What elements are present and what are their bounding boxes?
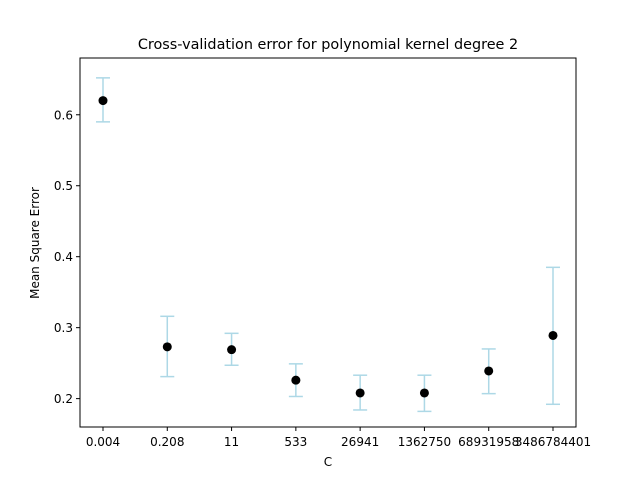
data-point [484,366,494,376]
x-axis: 0.004 0.208 11 533 26941 1362750 6893195834867… [86,427,591,449]
x-tick-label: 0.208 [150,435,184,449]
marker-layer [98,96,558,398]
y-tick-label: 0.3 [54,321,73,335]
data-point [227,345,237,355]
chart-title: Cross-validation error for polynomial ke… [138,37,518,53]
y-axis-label: Mean Square Error [28,187,42,299]
x-tick-label: 533 [284,435,307,449]
y-tick-label: 0.4 [54,250,73,264]
x-tick-label: 0.004 [86,435,120,449]
data-point [291,375,301,385]
x-tick-label: 3486784401 [515,435,591,449]
x-tick-label: 68931958 [458,435,519,449]
data-point [548,330,558,340]
data-point [98,96,108,106]
data-point [419,388,429,398]
plot-area-frame [79,57,577,428]
x-tick-label: 11 [224,435,239,449]
y-tick-label: 0.5 [54,179,73,193]
y-axis: 0.2 0.3 0.4 0.5 0.6 [54,108,80,406]
x-tick-label: 1362750 [398,435,451,449]
x-tick-label: 26941 [341,435,379,449]
y-tick-label: 0.2 [54,392,73,406]
x-axis-label: C [324,455,332,469]
data-point [162,342,172,352]
data-point [355,388,365,398]
y-tick-label: 0.6 [54,108,73,122]
